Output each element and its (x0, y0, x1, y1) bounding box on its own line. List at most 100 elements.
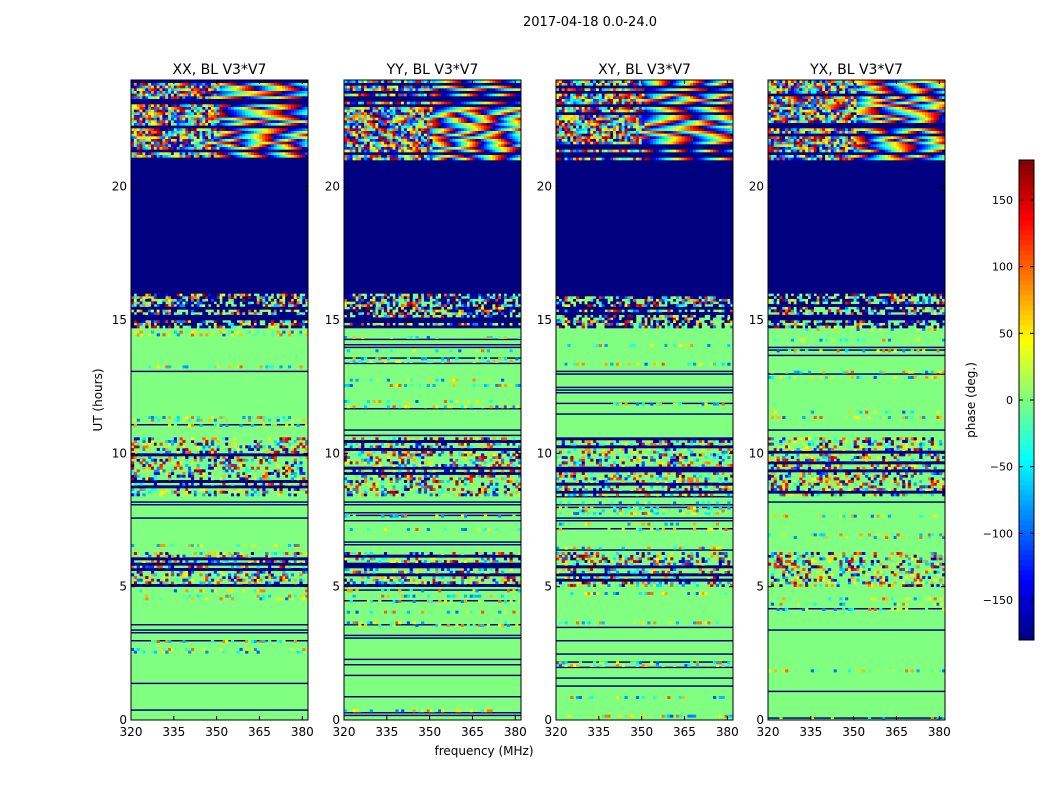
heatmap-cell (438, 293, 442, 297)
heatmap-cell (509, 456, 513, 459)
heatmap-cell (230, 152, 235, 155)
heatmap-cell (285, 320, 289, 323)
heatmap-cell (205, 130, 209, 134)
heatmap-cell (438, 306, 442, 310)
heatmap-cell (265, 130, 269, 134)
heatmap-cell (262, 90, 266, 94)
heatmap-cell (176, 146, 180, 150)
heatmap-cell (208, 106, 212, 110)
heatmap-cell (469, 314, 473, 318)
heatmap-cell (403, 474, 408, 478)
heatmap-cell (210, 466, 215, 470)
heatmap-cell (136, 130, 140, 134)
heatmap-cell (509, 296, 513, 299)
heatmap-cell (273, 578, 277, 582)
heatmap-cell (288, 312, 292, 315)
heatmap-cell (389, 149, 393, 153)
heatmap-cell (170, 301, 175, 305)
heatmap-cell (509, 557, 513, 561)
heatmap-cell (148, 104, 152, 107)
heatmap-cell (205, 154, 209, 158)
heatmap-cell (213, 122, 217, 126)
heatmap-cell (415, 570, 419, 574)
heatmap-cell (489, 322, 493, 326)
heatmap-cell (296, 445, 300, 449)
heatmap-cell (248, 130, 252, 134)
heatmap-cell (248, 416, 252, 419)
heatmap-cell (225, 120, 229, 123)
heatmap-cell (176, 114, 180, 118)
heatmap-cell (443, 298, 448, 302)
heatmap-cell (432, 488, 436, 491)
heatmap-cell (185, 650, 189, 654)
heatmap-cell (176, 120, 180, 123)
heatmap-cell (228, 442, 232, 446)
heatmap-cell (409, 570, 413, 574)
heatmap-cell (188, 141, 192, 145)
heatmap-cell (518, 146, 522, 150)
heatmap-cell (403, 450, 408, 454)
heatmap-cell (383, 557, 388, 561)
heatmap-cell (518, 528, 522, 531)
heatmap-cell (423, 149, 428, 153)
heatmap-cell (233, 466, 237, 470)
heatmap-cell (458, 157, 462, 161)
heatmap-cell (168, 442, 172, 446)
heatmap-cell (173, 320, 177, 323)
heatmap-cell (461, 304, 465, 307)
heatmap-cell (270, 117, 275, 121)
heatmap-cell (205, 122, 209, 126)
heatmap-cell (202, 144, 206, 147)
heatmap-cell (475, 146, 479, 150)
heatmap-cell (228, 96, 232, 99)
heatmap-cell (225, 144, 229, 147)
heatmap-cell (196, 138, 200, 142)
heatmap-cell (213, 445, 217, 449)
heatmap-cell (293, 96, 297, 99)
heatmap-cell (279, 141, 283, 145)
heatmap-cell (293, 122, 297, 126)
heatmap-cell (216, 293, 220, 297)
heatmap-cell (170, 325, 175, 329)
heatmap-cell (435, 405, 439, 409)
heatmap-cell (299, 330, 303, 334)
heatmap-cell (415, 306, 419, 310)
heatmap-cell (165, 114, 169, 118)
heatmap-cell (133, 552, 138, 555)
heatmap-cell (285, 573, 289, 577)
heatmap-cell (270, 146, 275, 150)
heatmap-cell (133, 325, 138, 329)
heatmap-cell (250, 136, 255, 139)
flag-line (344, 466, 521, 470)
heatmap-cell (398, 360, 402, 363)
heatmap-cell (432, 309, 436, 313)
heatmap-cell (253, 648, 257, 651)
heatmap-cell (296, 293, 300, 297)
heatmap-cell (270, 112, 275, 115)
figure-title: 2017-04-18 0.0-24.0 (523, 15, 657, 30)
heatmap-cell (176, 122, 180, 126)
heatmap-cell (478, 624, 482, 627)
heatmap-cell (170, 130, 175, 134)
heatmap-cell (208, 418, 212, 422)
heatmap-cell (253, 320, 257, 323)
heatmap-cell (515, 442, 519, 446)
heatmap-cell (486, 154, 490, 158)
heatmap-cell (423, 322, 428, 326)
heatmap-cell (463, 154, 468, 158)
heatmap-cell (176, 154, 180, 158)
heatmap-cell (506, 474, 510, 478)
flag-line (344, 440, 521, 443)
heatmap-cell (133, 650, 138, 654)
heatmap-cell (509, 146, 513, 150)
heatmap-cell (449, 464, 453, 467)
heatmap-cell (481, 709, 485, 713)
heatmap-cell (150, 578, 155, 582)
heatmap-cell (133, 301, 138, 305)
heatmap-cell (492, 453, 496, 457)
heatmap-cell (378, 301, 382, 305)
heatmap-cell (168, 322, 172, 326)
heatmap-cell (503, 576, 508, 579)
heatmap-cell (188, 85, 192, 89)
heatmap-cell (383, 450, 388, 454)
